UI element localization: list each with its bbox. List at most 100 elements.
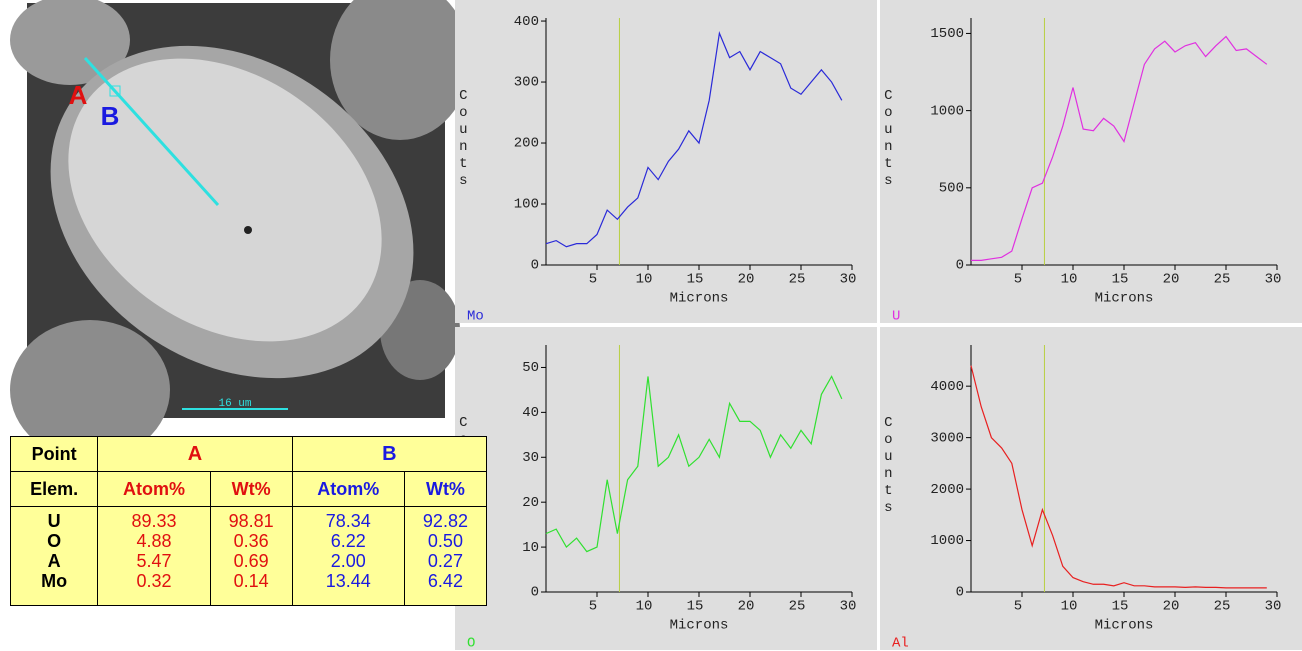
table-cell: 2.00 — [292, 551, 404, 571]
subheader-cell: Atom% — [98, 472, 210, 507]
header-row: Point A B — [11, 437, 487, 472]
table-cell: 0.50 — [404, 531, 486, 551]
series-name: Al — [892, 636, 909, 651]
y-tick-label: 0 — [531, 258, 539, 274]
x-tick-label: 10 — [636, 272, 653, 288]
table-cell: 0.36 — [210, 531, 292, 551]
y-axis-label: Counts — [455, 88, 471, 190]
table-cell: 6.42 — [404, 571, 486, 606]
series-name: U — [892, 309, 900, 325]
x-tick-label: 15 — [1112, 599, 1129, 615]
x-tick-label: 30 — [840, 599, 857, 615]
y-tick-label: 100 — [514, 197, 539, 213]
subheader-cell: Wt% — [404, 472, 486, 507]
table-cell: 89.33 — [98, 507, 210, 532]
x-tick-label: 30 — [840, 272, 857, 288]
x-tick-label: 10 — [1061, 599, 1078, 615]
y-tick-label: 2000 — [930, 482, 964, 498]
y-tick-label: 10 — [522, 540, 539, 556]
scale-bar-label: 16 um — [218, 398, 251, 410]
x-tick-label: 25 — [1214, 272, 1231, 288]
table-cell: A — [11, 551, 98, 571]
x-tick-label: 20 — [738, 599, 755, 615]
x-tick-label: 15 — [687, 599, 704, 615]
y-tick-label: 1000 — [930, 533, 964, 549]
point-label: B — [101, 101, 120, 131]
table-cell: O — [11, 531, 98, 551]
pore — [244, 226, 252, 234]
x-tick-label: 25 — [789, 272, 806, 288]
table-cell: 0.69 — [210, 551, 292, 571]
x-tick-label: 20 — [1163, 272, 1180, 288]
x-axis-label: Microns — [1095, 291, 1154, 307]
header-cell: B — [292, 437, 486, 472]
x-axis-label: Microns — [670, 291, 729, 307]
x-tick-label: 25 — [789, 599, 806, 615]
x-tick-label: 20 — [1163, 599, 1180, 615]
page: A B 16 um 010020030040051015202530Micron… — [0, 0, 1302, 651]
y-tick-label: 200 — [514, 136, 539, 152]
x-tick-label: 5 — [589, 599, 597, 615]
x-tick-label: 25 — [1214, 599, 1231, 615]
x-tick-label: 15 — [687, 272, 704, 288]
table-cell: Mo — [11, 571, 98, 606]
x-tick-label: 20 — [738, 272, 755, 288]
table-cell: 0.32 — [98, 571, 210, 606]
y-tick-label: 0 — [956, 585, 964, 601]
y-tick-label: 0 — [531, 585, 539, 601]
table-cell: 0.14 — [210, 571, 292, 606]
x-axis-label: Microns — [670, 618, 729, 634]
x-tick-label: 10 — [1061, 272, 1078, 288]
y-axis-label: Counts — [880, 415, 896, 517]
subheader-cell: Wt% — [210, 472, 292, 507]
x-tick-label: 30 — [1265, 599, 1282, 615]
subheader-row: Elem. Atom% Wt% Atom% Wt% — [11, 472, 487, 507]
table-cell: 4.88 — [98, 531, 210, 551]
x-tick-label: 5 — [589, 272, 597, 288]
y-tick-label: 0 — [956, 258, 964, 274]
x-tick-label: 5 — [1014, 272, 1022, 288]
header-cell: A — [98, 437, 292, 472]
y-tick-label: 400 — [514, 14, 539, 30]
table-cell: 92.82 — [404, 507, 486, 532]
series-name: O — [467, 636, 475, 651]
x-tick-label: 30 — [1265, 272, 1282, 288]
x-axis-label: Microns — [1095, 618, 1154, 634]
y-tick-label: 50 — [522, 360, 539, 376]
table-cell: 98.81 — [210, 507, 292, 532]
table-cell: 6.22 — [292, 531, 404, 551]
y-tick-label: 500 — [939, 181, 964, 197]
panel — [880, 0, 1302, 323]
table-cell: U — [11, 507, 98, 532]
y-tick-label: 1500 — [930, 26, 964, 42]
table-cell: 0.27 — [404, 551, 486, 571]
y-tick-label: 40 — [522, 405, 539, 421]
series-name: Mo — [467, 309, 484, 325]
x-tick-label: 10 — [636, 599, 653, 615]
y-tick-label: 20 — [522, 495, 539, 511]
x-tick-label: 15 — [1112, 272, 1129, 288]
y-tick-label: 30 — [522, 450, 539, 466]
y-tick-label: 1000 — [930, 103, 964, 119]
y-axis-label: Counts — [880, 88, 896, 190]
subheader-cell: Atom% — [292, 472, 404, 507]
x-tick-label: 5 — [1014, 599, 1022, 615]
y-tick-label: 3000 — [930, 430, 964, 446]
y-tick-label: 300 — [514, 75, 539, 91]
panel — [455, 0, 877, 323]
subheader-cell: Elem. — [11, 472, 98, 507]
y-tick-label: 4000 — [930, 379, 964, 395]
point-label: A — [69, 80, 88, 110]
table-cell: 5.47 — [98, 551, 210, 571]
table-cell: 13.44 — [292, 571, 404, 606]
panel — [455, 327, 877, 650]
header-cell: Point — [11, 437, 98, 472]
table-cell: 78.34 — [292, 507, 404, 532]
